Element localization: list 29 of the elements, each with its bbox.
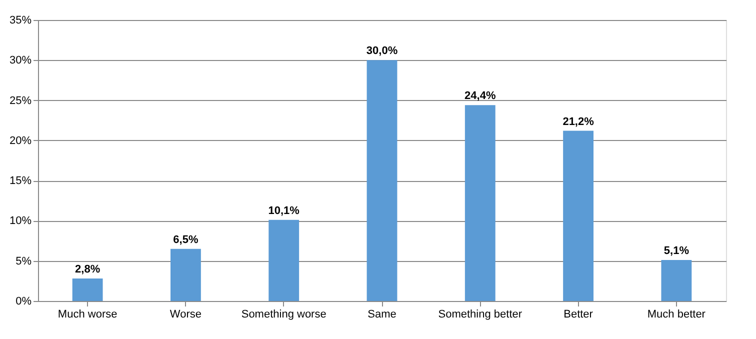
data-label: 24,4% [464,90,496,102]
x-tick-label: Same [368,308,396,320]
y-tick-label: 5% [16,255,32,268]
bar [366,60,398,301]
bar [268,220,300,301]
x-tick-label: Worse [170,308,202,320]
data-label: 5,1% [664,245,690,258]
x-tick-label: Much worse [58,308,118,320]
y-tick-label: 25% [9,94,32,107]
y-tick-label: 35% [9,14,32,26]
y-tick-label: 0% [16,296,32,308]
x-tick-label: Something better [438,308,522,320]
data-label: 6,5% [173,234,198,246]
bar [170,248,201,301]
data-label: 2,8% [75,264,100,276]
bar [72,278,103,301]
y-tick-label: 15% [9,175,32,188]
y-tick-label: 30% [9,54,32,67]
bar [563,130,594,301]
x-tick-label: Something worse [241,308,326,320]
data-label: 10,1% [268,204,300,217]
data-label: 21,2% [562,116,594,128]
y-tick-label: 20% [9,134,32,147]
bar [661,260,692,301]
x-tick-label: Better [564,308,594,320]
y-tick-label: 10% [9,215,32,228]
x-tick-label: Much better [647,308,706,320]
data-label: 30,0% [366,45,398,58]
bar [464,105,496,301]
